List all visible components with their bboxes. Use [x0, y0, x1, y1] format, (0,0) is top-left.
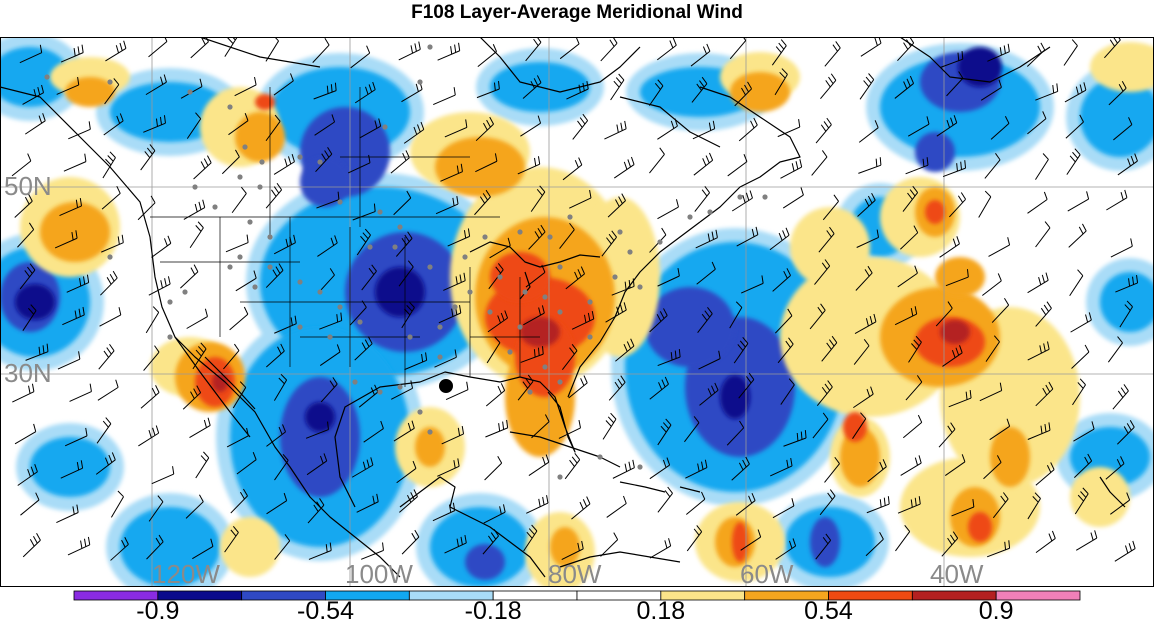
storm-center-marker	[439, 379, 453, 393]
grid-labels: 50N 30N 120W 100W 80W 60W 40W	[4, 171, 984, 587]
map-title: F108 Layer-Average Meridional Wind	[411, 2, 743, 23]
lat-label: 30N	[4, 358, 52, 388]
lon-label: 80W	[548, 559, 602, 587]
lon-label: 100W	[345, 559, 413, 587]
colorbar-tick-label: 0.9	[979, 597, 1014, 622]
lon-label: 60W	[740, 559, 794, 587]
colorbar-tick-label: -0.18	[465, 597, 522, 622]
colorbar-tick-label: 0.18	[636, 597, 685, 622]
colorbar-swatch	[995, 590, 1081, 601]
lat-label: 50N	[4, 171, 52, 201]
station-dots	[44, 44, 768, 480]
wind-map: 50N 30N 120W 100W 80W 60W 40W	[0, 37, 1154, 587]
lon-label: 40W	[930, 559, 984, 587]
colorbar-tick-label: 0.54	[804, 597, 853, 622]
lon-label: 120W	[152, 559, 220, 587]
colorbar: -0.9 -0.54 -0.18 0.18 0.54 0.9	[73, 590, 1081, 622]
wind-shading	[0, 37, 1154, 587]
colorbar-tick-label: -0.9	[136, 597, 179, 622]
colorbar-tick-label: -0.54	[297, 597, 354, 622]
